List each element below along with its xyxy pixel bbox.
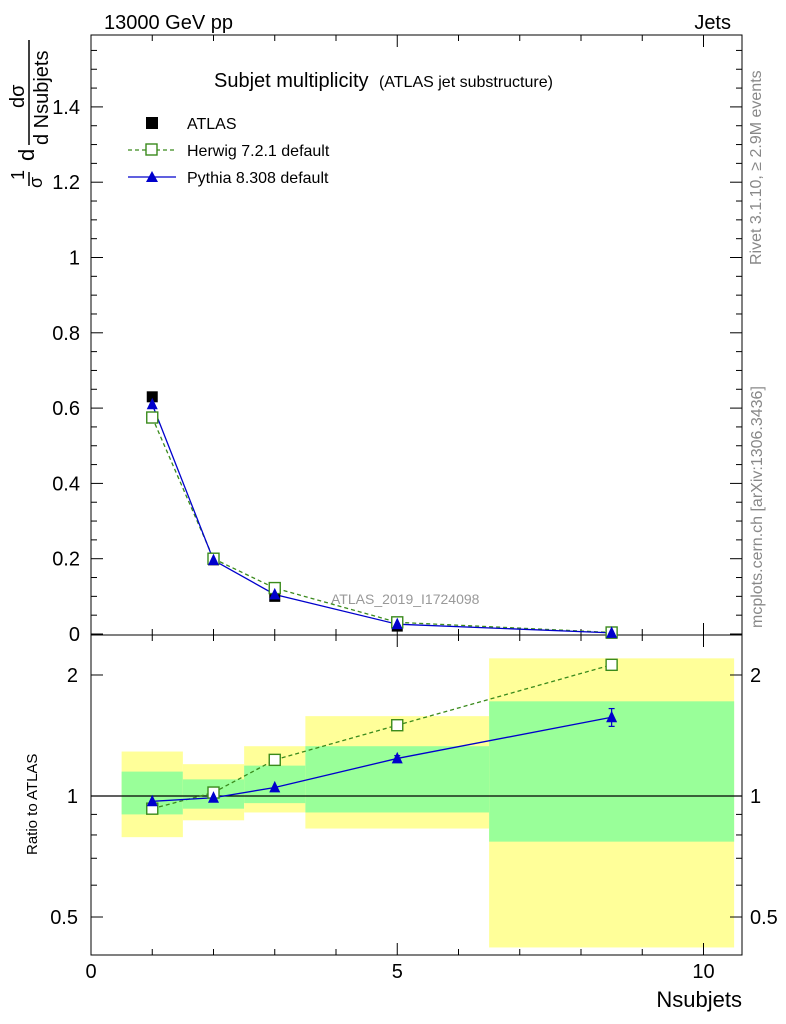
main-y-tick-label: 1 xyxy=(69,248,80,270)
pythia-ratio-point xyxy=(391,751,403,764)
ylabel-one: 1 xyxy=(8,170,28,180)
main-series xyxy=(146,391,618,639)
chart-title-main: Subjet multiplicity xyxy=(214,70,369,92)
ylabel-dnsubjets: d Nsubjets xyxy=(31,51,53,146)
ratio-y-tick-label-right: 1 xyxy=(750,786,761,808)
pythia-point xyxy=(606,626,618,638)
x-tick-label: 0 xyxy=(85,961,96,983)
ratio-y-tick-label: 1 xyxy=(67,786,78,808)
pythia-point xyxy=(208,553,219,566)
ratio-y-tick-label-right: 0.5 xyxy=(750,907,778,929)
pythia-point xyxy=(391,617,403,630)
main-y-tick-label: 0.2 xyxy=(52,549,80,571)
legend-atlas-label: ATLAS xyxy=(187,116,237,133)
pythia-ratio-point xyxy=(146,794,158,807)
legend-herwig-marker xyxy=(145,143,158,156)
ratio-axes: 0 5 10 0.5 0.5 1 1 2 2 xyxy=(50,635,778,983)
ylabel-sigma: σ xyxy=(26,177,46,188)
pythia-ratio-point xyxy=(606,710,618,723)
herwig-ratio-point xyxy=(391,719,404,732)
pythia-point xyxy=(269,587,281,600)
pythia-point xyxy=(146,397,158,410)
header-energy: 13000 GeV pp xyxy=(104,12,233,34)
legend-herwig-label: Herwig 7.2.1 default xyxy=(187,143,330,160)
main-y-axis-label: d 1 σ dσ d Nsubjets xyxy=(7,40,53,188)
chart-title: Subjet multiplicity (ATLAS jet substruct… xyxy=(214,70,553,92)
rivet-label: Rivet 3.1.10, ≥ 2.9M events xyxy=(748,70,765,265)
x-tick-label: 10 xyxy=(692,961,714,983)
header-jets: Jets xyxy=(694,12,731,34)
x-tick-label: 5 xyxy=(392,961,403,983)
legend-pythia-marker xyxy=(146,171,158,182)
chart-title-sub: (ATLAS jet substructure) xyxy=(379,74,553,91)
pythia-ratio-point xyxy=(208,791,219,803)
main-y-tick-label: 0.8 xyxy=(52,323,80,345)
main-y-tick-label: 1.2 xyxy=(52,172,80,194)
herwig-line xyxy=(151,417,612,634)
mcplots-label: mcplots.cern.ch [arXiv:1306.3436] xyxy=(749,386,766,628)
ratio-y-tick-label-right: 2 xyxy=(750,665,761,687)
ratio-panel-frame xyxy=(90,634,743,956)
legend: ATLAS Herwig 7.2.1 default Pythia 8.308 … xyxy=(128,116,330,187)
main-y-tick-label: 0.6 xyxy=(52,398,80,420)
legend-pythia-label: Pythia 8.308 default xyxy=(187,170,329,187)
x-axis-label: Nsubjets xyxy=(656,987,742,1012)
ylabel-d1: d xyxy=(14,149,39,161)
ylabel-dsigma: dσ xyxy=(7,84,29,108)
pythia-ratio-point xyxy=(269,780,281,793)
ratio-y-axis-label: Ratio to ATLAS xyxy=(24,754,41,855)
main-y-tick-label: 0.4 xyxy=(52,473,80,495)
analysis-watermark: ATLAS_2019_I1724098 xyxy=(331,591,480,607)
legend-atlas-marker xyxy=(146,117,158,129)
herwig-ratio-point xyxy=(605,658,618,672)
ratio-y-tick-label: 0.5 xyxy=(50,907,78,929)
herwig-ratio-point xyxy=(268,753,281,767)
main-y-tick-label: 1.4 xyxy=(52,97,80,119)
main-axes: 0 0.2 0.4 0.6 0.8 1 1.2 1.4 xyxy=(52,35,742,646)
ratio-y-tick-label: 2 xyxy=(67,665,78,687)
atlas-point xyxy=(146,391,158,403)
herwig-point xyxy=(146,411,159,424)
herwig-ratio-line xyxy=(152,664,612,810)
ratio-series xyxy=(146,658,618,815)
main-y-tick-label: 0 xyxy=(69,624,80,646)
ratio-uncertainty-bands xyxy=(121,658,735,948)
